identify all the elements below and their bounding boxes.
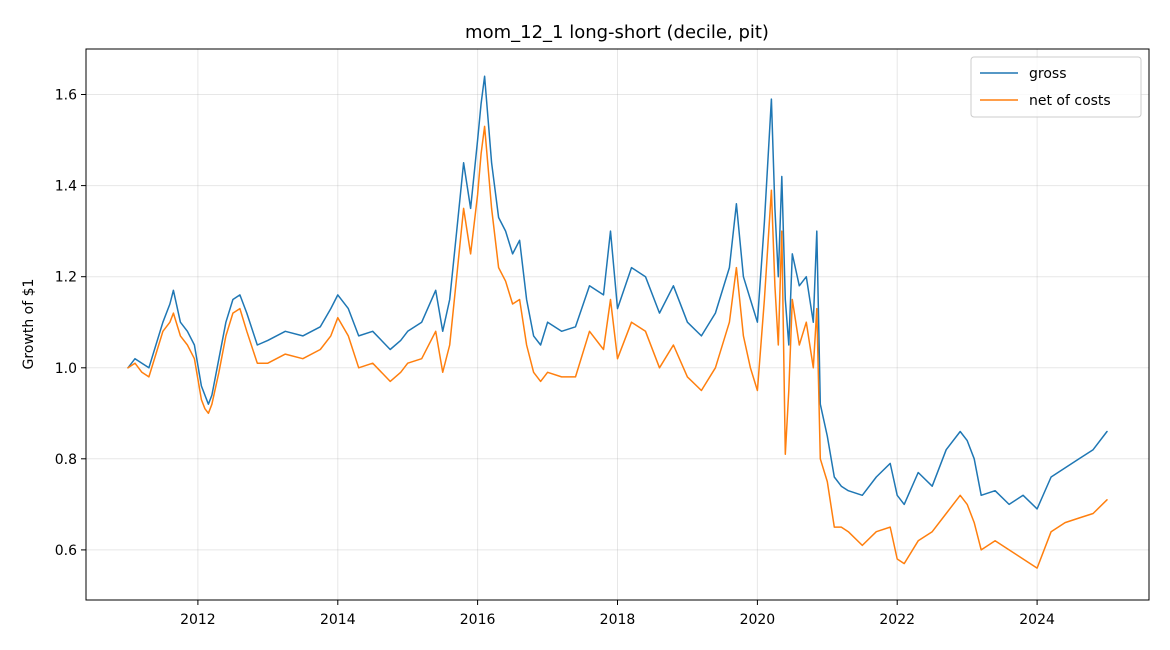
legend: gross net of costs xyxy=(970,56,1142,118)
x-tick-label: 2022 xyxy=(879,612,915,628)
legend-box xyxy=(970,56,1142,118)
x-tick-label: 2012 xyxy=(180,612,216,628)
chart-title: mom_12_1 long-short (decile, pit) xyxy=(465,22,769,43)
y-tick-label: 1.6 xyxy=(55,88,77,104)
y-tick-label: 0.8 xyxy=(55,452,77,468)
y-tick-label: 1.2 xyxy=(55,270,77,286)
y-axis-label: Growth of $1 xyxy=(21,279,37,370)
x-axis: 2012 2014 2016 2018 2020 2022 2024 xyxy=(180,600,1055,628)
y-tick-label: 0.6 xyxy=(55,543,77,559)
x-tick-label: 2016 xyxy=(460,612,496,628)
y-axis: 0.6 0.8 1.0 1.2 1.4 1.6 xyxy=(55,88,86,559)
series-layer xyxy=(127,75,1108,569)
y-tick-label: 1.0 xyxy=(55,361,77,377)
x-tick-label: 2024 xyxy=(1019,612,1055,628)
y-tick-label: 1.4 xyxy=(55,179,77,195)
x-tick-label: 2018 xyxy=(600,612,636,628)
legend-label-gross: gross xyxy=(1029,66,1067,82)
x-tick-label: 2014 xyxy=(320,612,356,628)
legend-label-net-of-costs: net of costs xyxy=(1029,93,1111,109)
x-tick-label: 2020 xyxy=(740,612,776,628)
series-line-net-of-costs xyxy=(127,125,1108,569)
series-line-gross xyxy=(127,75,1108,510)
